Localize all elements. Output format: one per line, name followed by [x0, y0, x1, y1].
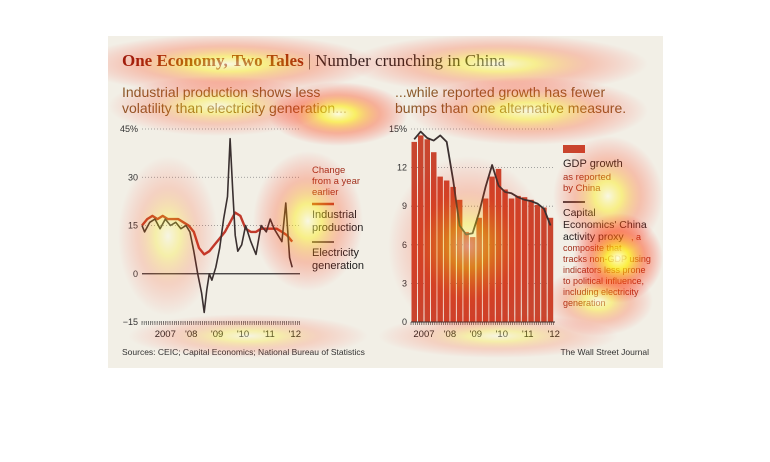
gdp-bar: [437, 176, 443, 322]
gdp-bar: [469, 237, 476, 322]
legend-label-proxy: Economics' China: [563, 219, 647, 231]
legend-note-gdp: as reported: [563, 172, 611, 183]
x-tick-label: '10: [496, 329, 508, 340]
gdp-bar: [534, 204, 541, 322]
gdp-bar: [489, 176, 495, 322]
gdp-bar: [411, 141, 417, 322]
gdp-bar: [418, 135, 424, 322]
y-tick-label: 9: [402, 201, 407, 211]
gdp-bar: [502, 189, 508, 322]
gdp-bar: [541, 207, 547, 322]
legend-note-gdp: by China: [563, 183, 601, 194]
legend-note-proxy: composite that: [563, 243, 622, 253]
gdp-bar: [463, 231, 469, 322]
sources-note: Sources: CEIC; Capital Economics; Nation…: [122, 347, 365, 357]
gdp-bar: [495, 168, 502, 322]
right-bar-chart: 15% 12 9 6 3 0 2007 '08 '09 '10 '11 '12 GDP growth as…: [389, 124, 651, 340]
legend-note-proxy: tracks non-GDP using: [563, 254, 651, 264]
x-tick-label: 2007: [413, 329, 434, 340]
gdp-bar: [515, 195, 521, 322]
legend-note-proxy: including electricity: [563, 287, 639, 297]
gdp-bar: [482, 198, 489, 322]
legend-swatch-gdp: [563, 145, 585, 153]
y-tick-label: 12: [397, 163, 407, 173]
gdp-bar: [424, 139, 430, 322]
x-tick-label: '12: [548, 329, 560, 340]
y-tick-label: 3: [402, 278, 407, 288]
gdp-bar: [443, 180, 450, 322]
legend-label-gdp: GDP growth: [563, 158, 623, 170]
gdp-bar: [547, 217, 554, 322]
x-tick-label: '11: [522, 329, 534, 340]
legend-note-proxy: , a: [631, 232, 641, 242]
gdp-bar: [450, 186, 456, 322]
y-tick-label: 6: [402, 240, 407, 250]
gdp-bar: [476, 217, 482, 322]
gdp-bar: [528, 199, 534, 322]
gdp-bar: [431, 152, 437, 322]
legend-note-proxy: generation: [563, 298, 606, 308]
gdp-bar: [521, 197, 528, 322]
legend-label-proxy: Capital: [563, 207, 596, 219]
infographic: One Economy, Two Tales | Number crunching …: [108, 36, 663, 368]
legend-note-proxy: indicators less prone: [563, 265, 646, 275]
legend-label-proxy: activity proxy: [563, 231, 624, 243]
wsj-credit: The Wall Street Journal: [560, 347, 650, 357]
y-tick-label: 0: [402, 317, 407, 327]
x-tick-label: '09: [470, 329, 482, 340]
x-tick-label: '08: [444, 329, 456, 340]
gdp-bar: [508, 198, 515, 322]
y-tick-label: 15%: [389, 124, 407, 134]
legend-note-proxy: to political influence,: [563, 276, 644, 286]
